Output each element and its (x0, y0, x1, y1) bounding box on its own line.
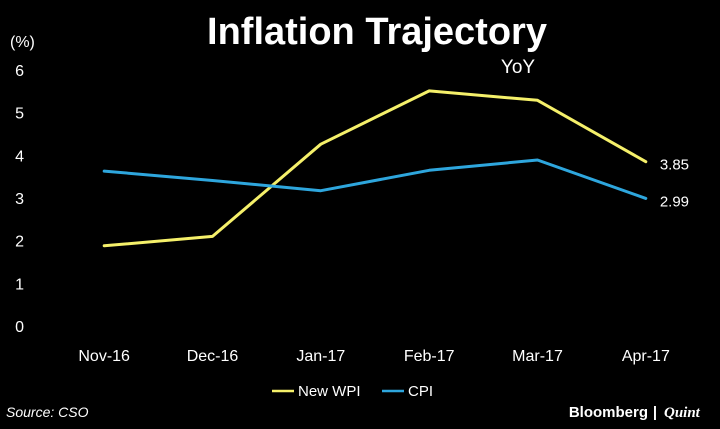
y-axis: 0 1 2 3 4 5 6 (15, 63, 24, 336)
x-tick-label: Jan-17 (296, 348, 345, 365)
y-tick-label: 6 (15, 63, 24, 80)
series-line-new-wpi (102, 89, 648, 248)
legend-label-cpi: CPI (408, 383, 433, 400)
y-axis-unit: (%) (10, 34, 35, 51)
chart-subtitle: YoY (501, 57, 535, 78)
brand-bloomberg: Bloomberg (569, 404, 648, 421)
x-tick-label: Nov-16 (78, 348, 130, 365)
y-tick-label: 0 (15, 319, 24, 336)
end-label-cpi: 2.99 (660, 193, 689, 210)
y-tick-label: 4 (15, 148, 24, 165)
end-labels: 3.85 2.99 (660, 157, 689, 211)
brand-separator: | (653, 404, 657, 421)
x-axis: Nov-16 Dec-16 Jan-17 Feb-17 Mar-17 Apr-17 (78, 348, 670, 365)
chart-title: Inflation Trajectory (207, 11, 547, 53)
x-tick-label: Mar-17 (512, 348, 563, 365)
brand-quint: Quint (664, 405, 701, 421)
x-tick-label: Apr-17 (622, 348, 670, 365)
legend-label-new-wpi: New WPI (298, 383, 361, 400)
source-note: Source: CSO (6, 404, 89, 420)
x-tick-label: Dec-16 (187, 348, 239, 365)
y-tick-label: 5 (15, 106, 24, 123)
y-tick-label: 3 (15, 191, 24, 208)
end-label-new-wpi: 3.85 (660, 157, 689, 174)
series-line-cpi (102, 158, 648, 200)
x-tick-label: Feb-17 (404, 348, 455, 365)
y-tick-label: 1 (15, 276, 24, 293)
legend: New WPI CPI (272, 383, 433, 400)
series-lines (102, 89, 648, 248)
y-tick-label: 2 (15, 234, 24, 251)
